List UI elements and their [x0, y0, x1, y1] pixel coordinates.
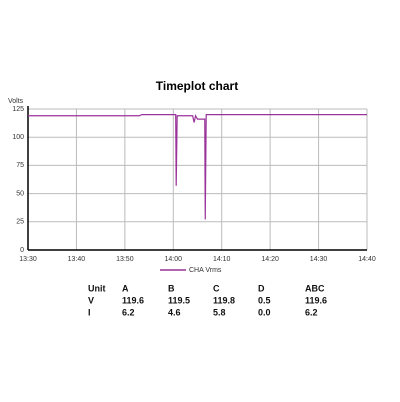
legend-label: CHA Vrms: [189, 267, 222, 274]
table-cell: 119.6: [122, 295, 144, 305]
x-tick-label: 14:30: [310, 256, 328, 263]
x-tick-label: 13:50: [116, 256, 134, 263]
table-cell: 0.5: [258, 295, 271, 305]
table-header: A: [122, 283, 129, 293]
x-tick-label: 14:20: [261, 256, 279, 263]
x-tick-label: 14:40: [358, 256, 376, 263]
table-cell: 119.5: [168, 295, 190, 305]
table-cell: 4.6: [168, 307, 181, 317]
y-tick-label: 25: [16, 219, 24, 226]
y-tick-label: 50: [16, 190, 24, 197]
y-tick-label: 100: [12, 134, 24, 141]
table-cell: 119.6: [305, 295, 327, 305]
table-cell: I: [88, 307, 91, 317]
table-header: C: [213, 283, 220, 293]
data-line: [28, 114, 367, 220]
table-header: Unit: [88, 283, 106, 293]
table-header: D: [258, 283, 265, 293]
table-cell: 0.0: [258, 307, 271, 317]
table-cell: 6.2: [122, 307, 135, 317]
x-tick-label: 13:30: [19, 256, 37, 263]
table-cell: 119.8: [213, 295, 235, 305]
x-tick-label: 14:10: [213, 256, 231, 263]
x-tick-label: 14:00: [165, 256, 183, 263]
table-cell: V: [88, 295, 94, 305]
table-header: ABC: [305, 283, 325, 293]
chart-title: Timeplot chart: [156, 79, 238, 93]
y-tick-label: 125: [12, 106, 24, 113]
y-tick-label: 0: [20, 247, 24, 254]
table-cell: 5.8: [213, 307, 226, 317]
table-header: B: [168, 283, 175, 293]
y-axis-label: Volts: [8, 98, 24, 105]
table-cell: 6.2: [305, 307, 318, 317]
x-tick-label: 13:40: [68, 256, 86, 263]
y-tick-label: 75: [16, 162, 24, 169]
